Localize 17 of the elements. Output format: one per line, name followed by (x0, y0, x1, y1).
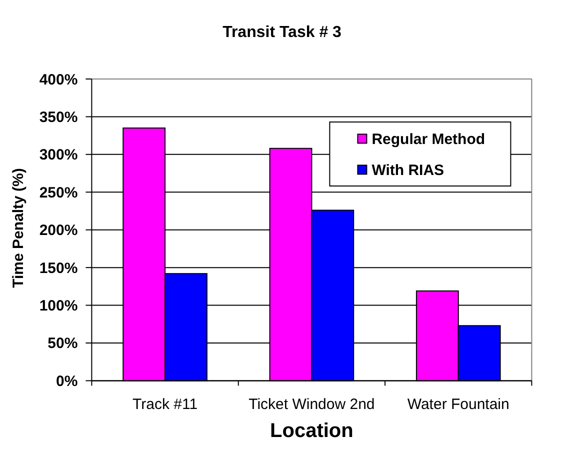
y-tick-label: 100% (39, 298, 78, 315)
y-tick-label: 200% (39, 222, 78, 240)
y-tick-label: 250% (39, 184, 78, 202)
y-tick-label: 0% (56, 372, 78, 390)
x-tick-label: Ticket Window 2nd (248, 396, 375, 413)
y-axis-title: Time Penalty (%) (10, 168, 27, 288)
y-tick-label: 150% (39, 260, 78, 277)
x-axis-title: Location (270, 420, 354, 442)
y-tick-label: 400% (39, 71, 78, 88)
y-tick-label: 300% (39, 146, 78, 164)
y-tick-label: 350% (39, 108, 78, 126)
x-tick-label: Water Fountain (407, 396, 510, 413)
chart-title: Transit Task # 3 (222, 24, 342, 41)
x-tick-label: Track #11 (132, 396, 198, 413)
y-tick-label: 50% (48, 335, 78, 352)
legend-label: With RIAS (372, 162, 444, 179)
legend-label: Regular Method (372, 130, 486, 148)
